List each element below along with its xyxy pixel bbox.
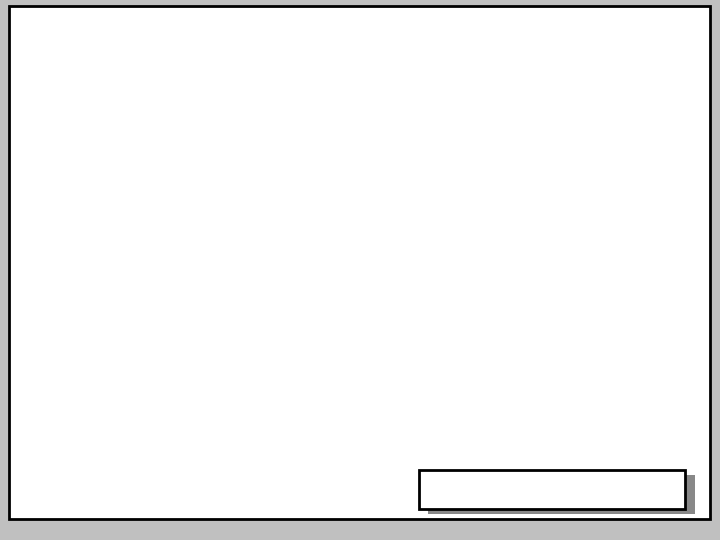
Text: speedups and percentage of the code execution time affected:: speedups and percentage of the code exec… bbox=[128, 126, 572, 139]
Text: Percentage$_1$ = F$_1$ =  20%: Percentage$_1$ = F$_1$ = 20% bbox=[380, 143, 557, 159]
Text: Speedup$_3$ = S$_3$ =  30: Speedup$_3$ = S$_3$ = 30 bbox=[166, 163, 311, 180]
Text: EECC550 - Shaaban: EECC550 - Shaaban bbox=[422, 427, 623, 445]
Text: ·: · bbox=[107, 183, 115, 206]
Text: What is the resulting overall speedup?: What is the resulting overall speedup? bbox=[128, 212, 404, 225]
Text: Three CPU performance enhancements are proposed with the following: Three CPU performance enhancements are p… bbox=[128, 117, 641, 130]
Text: enhancement can be used at a time.: enhancement can be used at a time. bbox=[128, 201, 387, 214]
Text: Percentage$_1$ = F$_3$ =  10%: Percentage$_1$ = F$_3$ = 10% bbox=[380, 163, 557, 180]
Text: Speedup = 1 /  [(1 - .2 - .15 - .1)  +  .2/10  +  .15/15  +  .1/30)]: Speedup = 1 / [(1 - .2 - .15 - .1) + .2/… bbox=[128, 293, 569, 306]
Text: Speedup$_2$ = S$_2$ =  15: Speedup$_2$ = S$_2$ = 15 bbox=[166, 153, 310, 170]
Text: Example: Example bbox=[320, 94, 418, 114]
Text: While all three enhancements are in place in the new design,  each: While all three enhancements are in plac… bbox=[128, 183, 609, 196]
Text: Speedup$_1$ = S$_1$ =  10: Speedup$_1$ = S$_1$ = 10 bbox=[166, 143, 311, 159]
Text: = 1 /  [         .55            +       .0333                    ]: = 1 / [ .55 + .0333 ] bbox=[145, 303, 487, 316]
Text: #34   Lec #3   Winter 2002   12-12-2002: #34 Lec #3 Winter 2002 12-12-2002 bbox=[436, 451, 608, 460]
Text: ·: · bbox=[107, 288, 115, 311]
Text: enhancement affects a different portion of the code and only one: enhancement affects a different portion … bbox=[128, 192, 594, 205]
Text: = 1 /  .5833  =   1.71: = 1 / .5833 = 1.71 bbox=[145, 314, 291, 327]
Text: Amdahl's Law With Multiple Enhancements:: Amdahl's Law With Multiple Enhancements: bbox=[118, 80, 620, 100]
Text: Percentage$_1$ = F$_2$ =  15%: Percentage$_1$ = F$_2$ = 15% bbox=[380, 153, 557, 170]
Text: ·: · bbox=[107, 207, 115, 230]
Text: $\mathit{Speedup} = \dfrac{1}{\left(\left(1-\sum_i \boldsymbol{F_i}\right)+\sum_: $\mathit{Speedup} = \dfrac{1}{\left(\lef… bbox=[248, 223, 490, 282]
Text: •: • bbox=[104, 117, 118, 139]
